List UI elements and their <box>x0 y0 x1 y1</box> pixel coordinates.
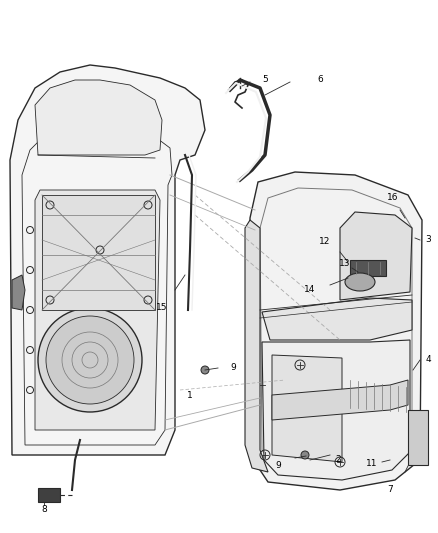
Text: 8: 8 <box>41 505 47 514</box>
Text: 9: 9 <box>275 461 281 470</box>
Text: 6: 6 <box>317 76 323 85</box>
Text: 3: 3 <box>425 236 431 245</box>
Ellipse shape <box>345 273 375 291</box>
Text: 15: 15 <box>156 303 168 312</box>
Text: 7: 7 <box>387 486 393 495</box>
Text: 2: 2 <box>335 456 341 464</box>
Text: 1: 1 <box>187 391 193 400</box>
Circle shape <box>301 451 309 459</box>
Bar <box>350 260 386 276</box>
Polygon shape <box>10 65 205 455</box>
Polygon shape <box>272 355 342 462</box>
Bar <box>408 410 428 465</box>
Text: 5: 5 <box>262 76 268 85</box>
Polygon shape <box>262 298 412 340</box>
Text: 11: 11 <box>366 458 378 467</box>
Polygon shape <box>245 220 268 472</box>
Polygon shape <box>35 190 160 430</box>
Text: 9: 9 <box>230 364 236 373</box>
Circle shape <box>46 316 134 404</box>
Polygon shape <box>12 275 25 310</box>
Polygon shape <box>340 212 412 300</box>
Polygon shape <box>250 172 422 490</box>
Circle shape <box>201 366 209 374</box>
Polygon shape <box>42 195 155 310</box>
Polygon shape <box>262 340 410 480</box>
Text: 13: 13 <box>339 260 351 269</box>
Circle shape <box>38 308 142 412</box>
Text: 16: 16 <box>387 193 399 203</box>
Bar <box>38 488 60 502</box>
Polygon shape <box>272 380 408 420</box>
Text: 14: 14 <box>304 286 316 295</box>
Text: 12: 12 <box>319 238 331 246</box>
Polygon shape <box>35 80 162 155</box>
Text: 4: 4 <box>425 356 431 365</box>
